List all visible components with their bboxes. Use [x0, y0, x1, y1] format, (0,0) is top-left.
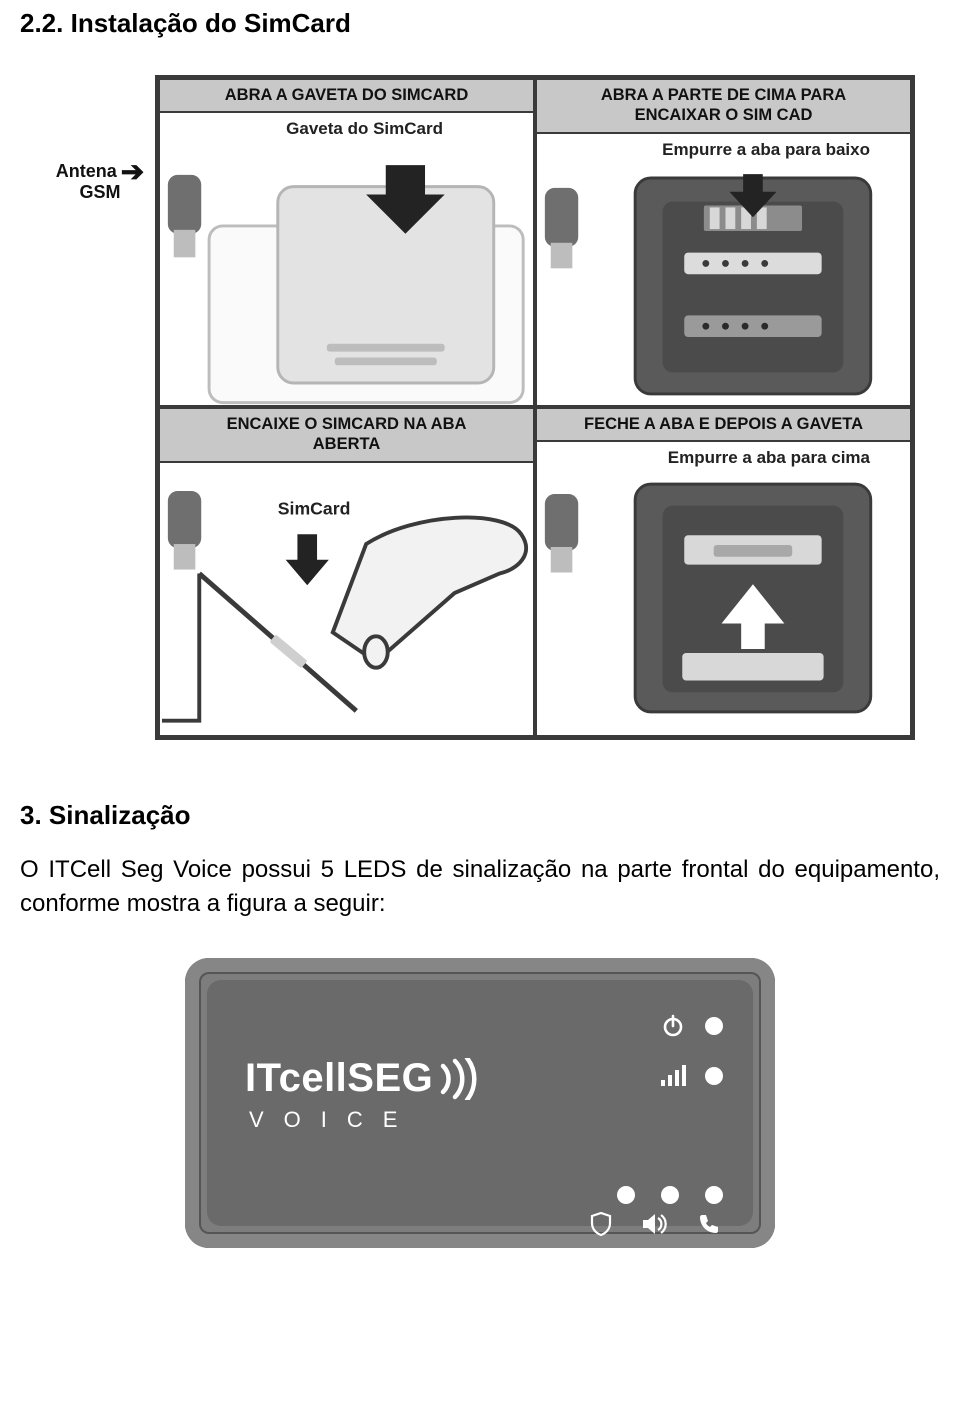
cell-open-tray-header: ABRA A GAVETA DO SIMCARD: [160, 80, 533, 113]
device-brand: ITcellSEG VOICE: [245, 1056, 491, 1133]
phone-icon: [695, 1212, 723, 1236]
cell-insert-sim-header-l1: ENCAIXE O SIMCARD NA ABA: [227, 415, 467, 433]
device-panel: ITcellSEG VOICE: [185, 958, 775, 1248]
svg-text:SimCard: SimCard: [278, 498, 351, 518]
led-signal: [705, 1067, 723, 1085]
cell-open-top-header-l2: ENCAIXAR O SIM CAD: [635, 106, 813, 124]
signal-icon: [659, 1064, 687, 1088]
led-mid-dot: [661, 1186, 679, 1204]
led-row-signal: [659, 1064, 723, 1088]
sound-waves-icon: [439, 1058, 491, 1100]
device-bottom-icons: [617, 1186, 723, 1204]
speaker-icon: [641, 1212, 669, 1236]
illus-insert-sim: SimCard: [160, 463, 533, 735]
cell-insert-sim-header-l2: ABERTA: [313, 435, 381, 453]
device-led-column: [659, 1014, 723, 1088]
cell-open-top-header: ABRA A PARTE DE CIMA PARA ENCAIXAR O SIM…: [537, 80, 910, 134]
illus-close-all: [537, 474, 910, 724]
cell-insert-sim-header: ENCAIXE O SIMCARD NA ABA ABERTA: [160, 409, 533, 463]
cell-open-tray-sub: Gaveta do SimCard: [160, 113, 533, 145]
shield-icon: [587, 1212, 615, 1236]
device-figure: ITcellSEG VOICE: [20, 958, 940, 1248]
cell-open-tray: ABRA A GAVETA DO SIMCARD Gaveta do SimCa…: [158, 78, 535, 407]
led-left-dot: [617, 1186, 635, 1204]
illus-open-top: [537, 166, 910, 404]
led-power: [705, 1017, 723, 1035]
diagram-grid: ABRA A GAVETA DO SIMCARD Gaveta do SimCa…: [155, 75, 915, 740]
section-2-2-title: 2.2. Instalação do SimCard: [20, 8, 940, 39]
antenna-gsm-label: Antena➔ GSM: [45, 161, 155, 203]
device-brand-bottom: VOICE: [249, 1107, 491, 1133]
simcard-install-diagram: Antena➔ GSM ABRA A GAVETA DO SIMCARD Gav…: [20, 75, 940, 740]
section-3-body: O ITCell Seg Voice possui 5 LEDS de sina…: [20, 853, 940, 923]
device-brand-top-text: ITcellSEG: [245, 1056, 433, 1101]
device-brand-top: ITcellSEG: [245, 1056, 491, 1101]
cell-open-top-sub: Empurre a aba para baixo: [537, 134, 910, 166]
section-3-title: 3. Sinalização: [20, 800, 940, 831]
led-right-dot: [705, 1186, 723, 1204]
cell-open-top-header-l1: ABRA A PARTE DE CIMA PARA: [601, 86, 846, 104]
cell-close-all-sub: Empurre a aba para cima: [537, 442, 910, 474]
illus-open-tray: [160, 145, 533, 405]
cell-close-all-header: FECHE A ABA E DEPOIS A GAVETA: [537, 409, 910, 442]
antenna-label-line1: Antena: [56, 161, 117, 181]
cell-close-all: FECHE A ABA E DEPOIS A GAVETA Empurre a …: [535, 407, 912, 737]
cell-open-top: ABRA A PARTE DE CIMA PARA ENCAIXAR O SIM…: [535, 78, 912, 407]
device-bottom-icon-row: [587, 1212, 723, 1236]
antenna-label-line2: GSM: [79, 182, 120, 202]
power-icon: [659, 1014, 687, 1038]
cell-insert-sim: ENCAIXE O SIMCARD NA ABA ABERTA SimCard: [158, 407, 535, 737]
led-row-power: [659, 1014, 723, 1038]
